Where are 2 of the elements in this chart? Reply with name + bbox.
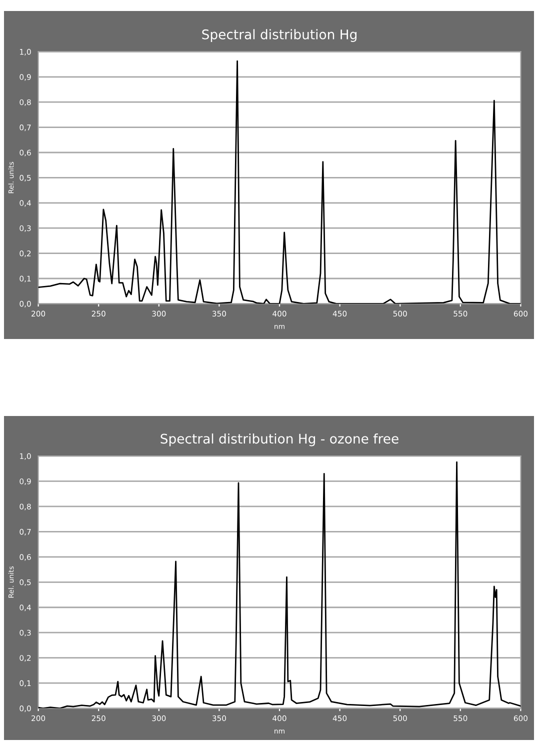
chart-title: Spectral distribution Hg <box>202 29 356 42</box>
chart-title: Spectral distribution Hg - ozone free <box>160 433 398 446</box>
